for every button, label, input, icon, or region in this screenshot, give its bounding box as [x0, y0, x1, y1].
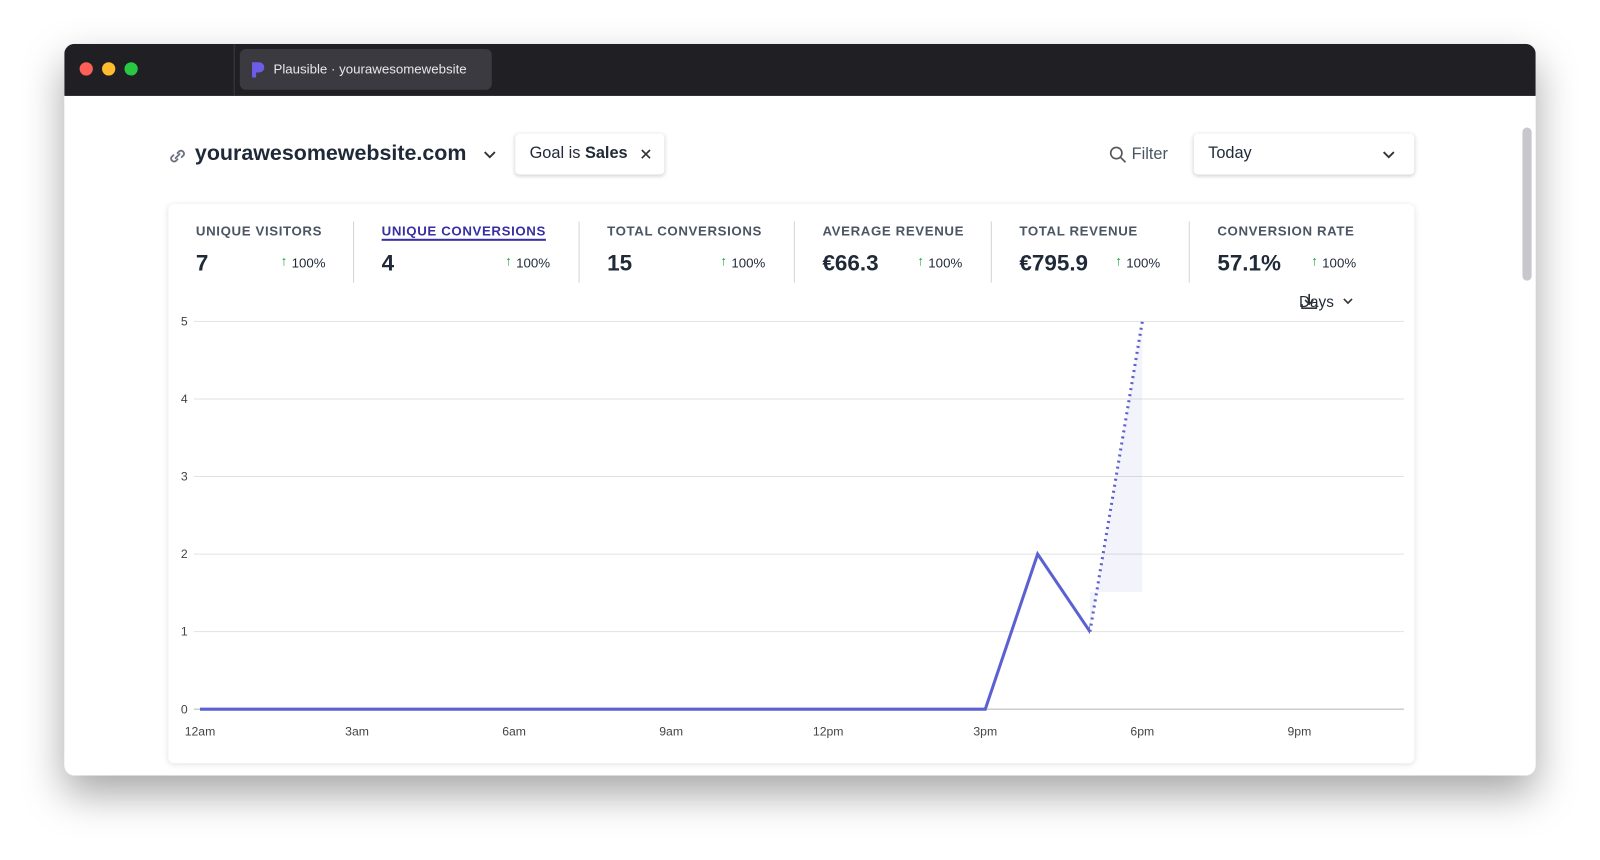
stat-label[interactable]: CONVERSION RATE	[1217, 223, 1355, 239]
y-tick-label: 1	[181, 625, 188, 639]
y-tick-label: 2	[181, 547, 188, 561]
stat-label[interactable]: UNIQUE VISITORS	[195, 223, 323, 239]
stat-label[interactable]: AVERAGE REVENUE	[822, 223, 965, 239]
period-picker[interactable]: Today	[1194, 134, 1414, 175]
interval-picker[interactable]: Days	[1299, 294, 1354, 311]
x-tick-label: 3am	[345, 725, 369, 739]
filter-value: Sales	[584, 144, 628, 163]
tab-title: Plausible · yourawesomewebsite	[273, 61, 467, 77]
stat-divider	[578, 221, 580, 283]
chart: 0 1 2 3 4 5 12am 3am 6am 9am 12pm 3pm 6pm 9pm	[181, 315, 1405, 739]
interval-label: Days	[1298, 293, 1334, 312]
stat-label[interactable]: UNIQUE CONVERSIONS	[381, 223, 546, 241]
stat-value: €66.3	[822, 249, 879, 276]
period-dropdown-icon	[1383, 151, 1395, 159]
stat-value: 57.1%	[1217, 249, 1282, 276]
browser-tab[interactable]: Plausible · yourawesomewebsite	[239, 48, 492, 90]
stat-divider	[353, 221, 355, 283]
zoom-button[interactable]	[124, 62, 138, 76]
minimize-button[interactable]	[102, 62, 116, 76]
up-arrow: ↑	[505, 253, 512, 269]
stat-value: 7	[195, 249, 209, 276]
stats-card	[168, 204, 1415, 764]
browser-window: Plausible · yourawesomewebsite youraweso…	[64, 43, 1536, 776]
x-tick-label: 9pm	[1287, 725, 1311, 739]
interval-icon	[1343, 298, 1353, 305]
y-tick-label: 5	[181, 315, 188, 329]
x-tick-label: 6am	[502, 725, 526, 739]
stat-change: 100%	[1126, 255, 1161, 271]
x-tick-label: 12pm	[813, 725, 844, 739]
up-arrow: ↑	[1115, 253, 1122, 269]
stat-divider	[990, 221, 992, 283]
divider	[233, 43, 235, 96]
up-arrow: ↑	[917, 253, 924, 269]
stat-change: 100%	[291, 255, 326, 271]
x-tick-label: 3pm	[973, 725, 997, 739]
stat-value: 15	[607, 249, 633, 276]
stat-change: 100%	[731, 255, 766, 271]
scrollbar[interactable]	[1522, 127, 1532, 281]
close-button[interactable]	[79, 62, 93, 76]
period-label: Today	[1208, 144, 1252, 163]
site-dropdown-icon[interactable]	[483, 148, 497, 162]
tab-icon	[252, 62, 265, 78]
up-arrow: ↑	[280, 253, 288, 269]
incomplete-area	[1089, 321, 1143, 632]
up-arrow: ↑	[1311, 253, 1318, 269]
stat-label[interactable]: TOTAL CONVERSIONS	[607, 223, 763, 239]
y-tick-label: 0	[181, 702, 188, 716]
line	[199, 550, 1090, 711]
stat-value: 4	[381, 249, 395, 276]
filter-button[interactable]: Filter	[1131, 145, 1168, 164]
filter-prefix: Goal is	[529, 144, 581, 163]
up-arrow: ↑	[720, 253, 728, 269]
x-tick-label: 9am	[659, 725, 683, 739]
download-icon[interactable]	[1300, 292, 1318, 310]
site-name[interactable]: yourawesomewebsite.com	[194, 141, 467, 166]
title-bar: Plausible · yourawesomewebsite	[64, 43, 1536, 96]
x-tick-label: 12am	[185, 725, 216, 739]
stat-change: 100%	[1322, 255, 1357, 271]
remove-filter[interactable]	[640, 148, 652, 160]
filter-pill[interactable]: Goal is Sales	[515, 134, 664, 175]
x-tick-label: 6pm	[1130, 725, 1154, 739]
stat-divider	[1188, 221, 1190, 283]
stat-value: €795.9	[1019, 249, 1089, 276]
stat-change: 100%	[516, 255, 550, 271]
search-icon	[1109, 146, 1127, 163]
y-tick-label: 4	[181, 392, 188, 406]
y-tick-label: 3	[181, 470, 188, 484]
link-icon	[170, 149, 185, 163]
stat-label[interactable]: TOTAL REVENUE	[1019, 223, 1138, 239]
stat-divider	[793, 221, 795, 283]
stat-change: 100%	[928, 255, 963, 271]
